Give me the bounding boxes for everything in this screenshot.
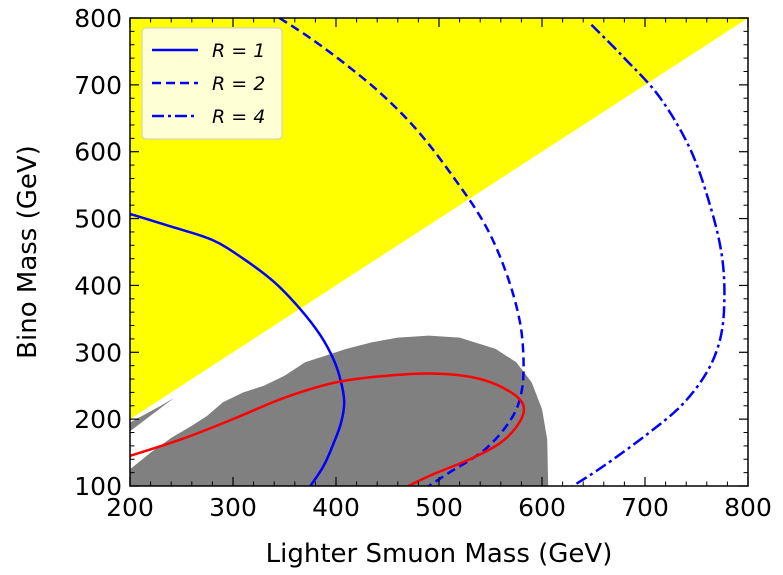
y-tick-label: 100 bbox=[74, 472, 122, 501]
legend: R = 1 R = 2 R = 4 bbox=[141, 27, 283, 140]
x-tick-label: 300 bbox=[209, 493, 257, 522]
x-tick-label: 800 bbox=[724, 493, 772, 522]
legend-box bbox=[141, 27, 283, 140]
y-tick-label: 600 bbox=[74, 138, 122, 167]
x-axis-label: Lighter Smuon Mass (GeV) bbox=[266, 539, 613, 569]
legend-label: R = 4 bbox=[212, 106, 265, 128]
y-tick-label: 300 bbox=[74, 338, 122, 367]
y-axis-label: Bino Mass (GeV) bbox=[13, 145, 43, 359]
axis-tick-labels: 200 300 400 500 600 700 8001002003004005006007… bbox=[74, 4, 772, 522]
series-lines bbox=[130, 18, 726, 486]
series-line-r-4 bbox=[572, 23, 726, 486]
x-tick-label: 400 bbox=[312, 493, 360, 522]
x-tick-label: 600 bbox=[518, 493, 566, 522]
series-line-r-2 bbox=[278, 18, 525, 486]
legend-label: R = 2 bbox=[212, 73, 265, 95]
x-tick-label: 200 bbox=[106, 493, 154, 522]
region-grey-excluded-sliver bbox=[130, 397, 175, 432]
series-line-r-1 bbox=[130, 212, 346, 486]
y-tick-label: 400 bbox=[74, 271, 122, 300]
legend-label: R = 1 bbox=[212, 40, 265, 62]
region-yellow-excluded bbox=[130, 18, 748, 420]
series-line-red-contour bbox=[130, 372, 526, 486]
x-tick-label: 700 bbox=[621, 493, 669, 522]
y-tick-label: 800 bbox=[74, 4, 122, 33]
y-tick-label: 200 bbox=[74, 405, 122, 434]
y-tick-label: 700 bbox=[74, 71, 122, 100]
y-tick-label: 500 bbox=[74, 205, 122, 234]
x-tick-label: 500 bbox=[415, 493, 463, 522]
axis-ticks bbox=[129, 17, 749, 487]
